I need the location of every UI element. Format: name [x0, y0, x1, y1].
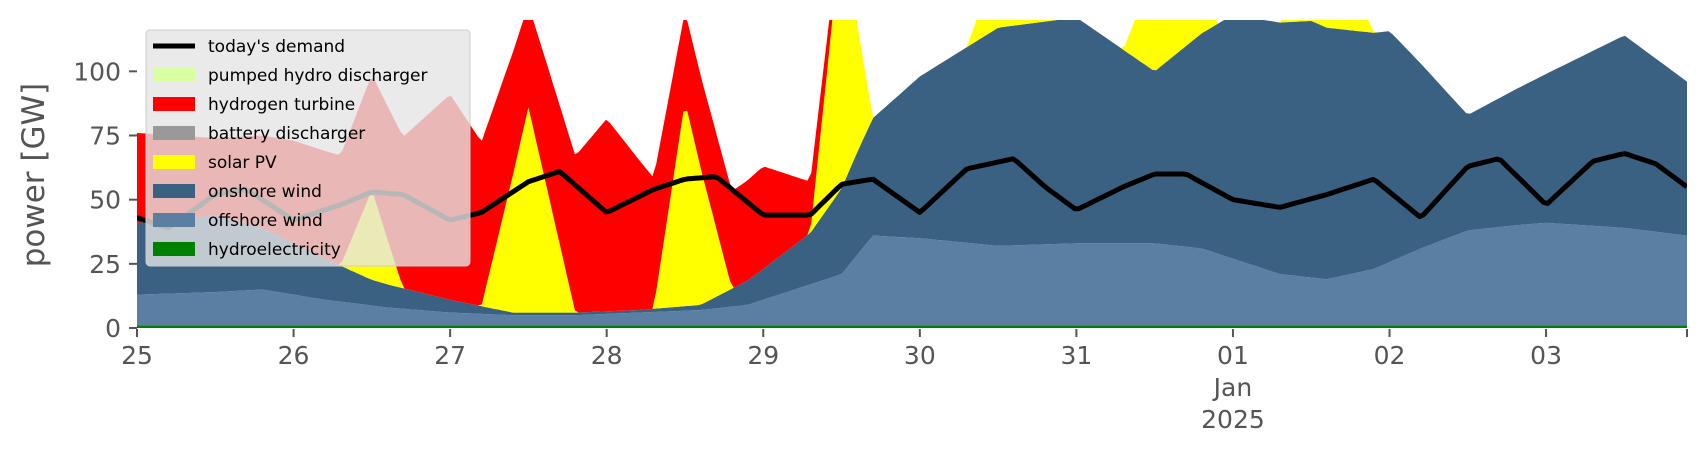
x-tick-label: 29 — [747, 341, 779, 370]
stacked-areas — [137, 20, 1687, 328]
area-solar-pv — [137, 20, 1687, 313]
x-tick-label: 02 — [1374, 341, 1406, 370]
legend-label: pumped hydro discharger — [208, 66, 427, 86]
x-tick-label: 26 — [278, 341, 310, 370]
x-tick-sublabel: Jan — [1212, 373, 1253, 402]
legend-label: hydroelectricity — [208, 240, 341, 260]
legend-label: offshore wind — [208, 211, 323, 231]
y-tick-label: 25 — [89, 250, 121, 279]
legend-swatch — [153, 213, 195, 227]
legend-swatch — [153, 242, 195, 256]
legend-swatch — [153, 184, 195, 198]
legend-label: onshore wind — [208, 182, 322, 202]
legend-label: battery discharger — [208, 124, 365, 144]
legend-swatch — [153, 68, 195, 82]
legend: today's demand pumped hydro discharger hyd… — [145, 29, 471, 267]
x-tick-label: 01 — [1217, 341, 1249, 370]
area-hydroelectricity — [137, 325, 1687, 328]
legend-swatch — [153, 97, 195, 111]
x-tick-label: 25 — [121, 341, 153, 370]
y-tick-label: 50 — [89, 186, 121, 215]
area-onshore-wind — [137, 20, 1687, 316]
x-tick-label: 28 — [591, 341, 623, 370]
y-tick-label: 100 — [73, 57, 121, 86]
legend-label: hydrogen turbine — [208, 95, 355, 115]
y-tick-label: 0 — [105, 314, 121, 343]
x-tick-label: 27 — [434, 341, 466, 370]
area-offshore-wind — [137, 222, 1687, 326]
legend-swatch — [153, 155, 195, 169]
legend-swatch — [153, 126, 195, 140]
x-tick-label: 30 — [904, 341, 936, 370]
x-tick-sublabel: 2025 — [1201, 405, 1265, 434]
y-axis-label: power [GW] — [16, 83, 52, 268]
x-tick-label: 03 — [1530, 341, 1562, 370]
area-hydrogen-turbine — [137, 20, 1687, 313]
legend-label: today's demand — [208, 37, 345, 57]
y-tick-label: 75 — [89, 122, 121, 151]
legend-box — [145, 29, 471, 267]
legend-label: solar PV — [208, 153, 277, 173]
x-tick-label: 31 — [1060, 341, 1092, 370]
